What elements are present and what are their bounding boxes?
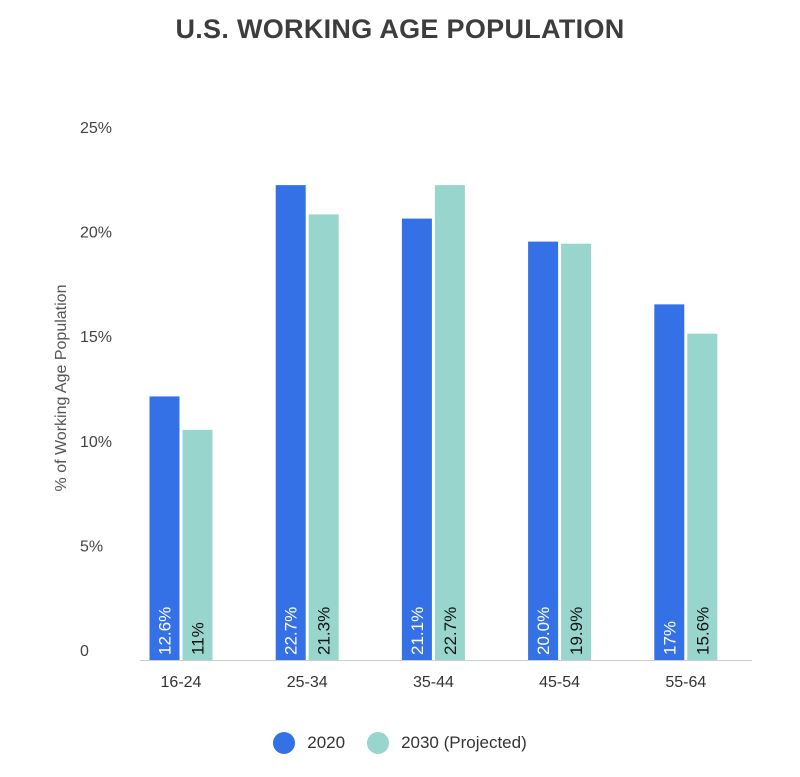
bar-2030 [561, 243, 592, 660]
data-label: 17% [660, 621, 679, 655]
x-tick-label: 55-64 [665, 674, 706, 691]
data-label: 15.6% [693, 607, 712, 655]
bar-2020 [401, 218, 432, 660]
bar-2030 [434, 185, 465, 660]
legend: 2020 2030 (Projected) [0, 732, 800, 754]
y-tick-label: 25% [80, 120, 112, 137]
chart-title: U.S. WORKING AGE POPULATION [175, 14, 625, 44]
bar-2020 [149, 396, 180, 660]
bar-2020 [275, 185, 306, 660]
bar-2030 [182, 429, 213, 660]
data-label: 21.1% [408, 607, 427, 655]
legend-label: 2030 (Projected) [401, 733, 527, 752]
data-label: 22.7% [441, 607, 460, 655]
legend-swatch [273, 732, 296, 754]
bar-2030 [687, 333, 718, 660]
x-tick-label: 45-54 [539, 674, 580, 691]
data-label: 11% [189, 622, 208, 655]
data-label: 21.3% [315, 607, 334, 655]
data-label: 22.7% [282, 607, 301, 655]
data-label: 20.0% [534, 607, 553, 655]
bar-2030 [308, 214, 339, 661]
y-tick-label: 10% [80, 434, 112, 451]
y-tick-label: 5% [80, 538, 103, 555]
y-tick-label: 20% [80, 225, 112, 242]
legend-swatch [367, 732, 390, 754]
bar-2020 [528, 241, 559, 660]
data-label: 19.9% [567, 607, 586, 655]
y-tick-label: 0 [80, 643, 89, 660]
legend-item-2020[interactable]: 2020 [273, 732, 345, 754]
data-label: 12.6% [156, 607, 175, 655]
bar-2020 [654, 304, 685, 660]
x-tick-label: 35-44 [413, 674, 454, 691]
y-tick-label: 15% [80, 329, 112, 346]
x-tick-label: 16-24 [161, 674, 202, 691]
legend-item-2030[interactable]: 2030 (Projected) [367, 732, 527, 754]
x-tick-label: 25-34 [287, 674, 328, 691]
legend-label: 2020 [307, 733, 346, 752]
